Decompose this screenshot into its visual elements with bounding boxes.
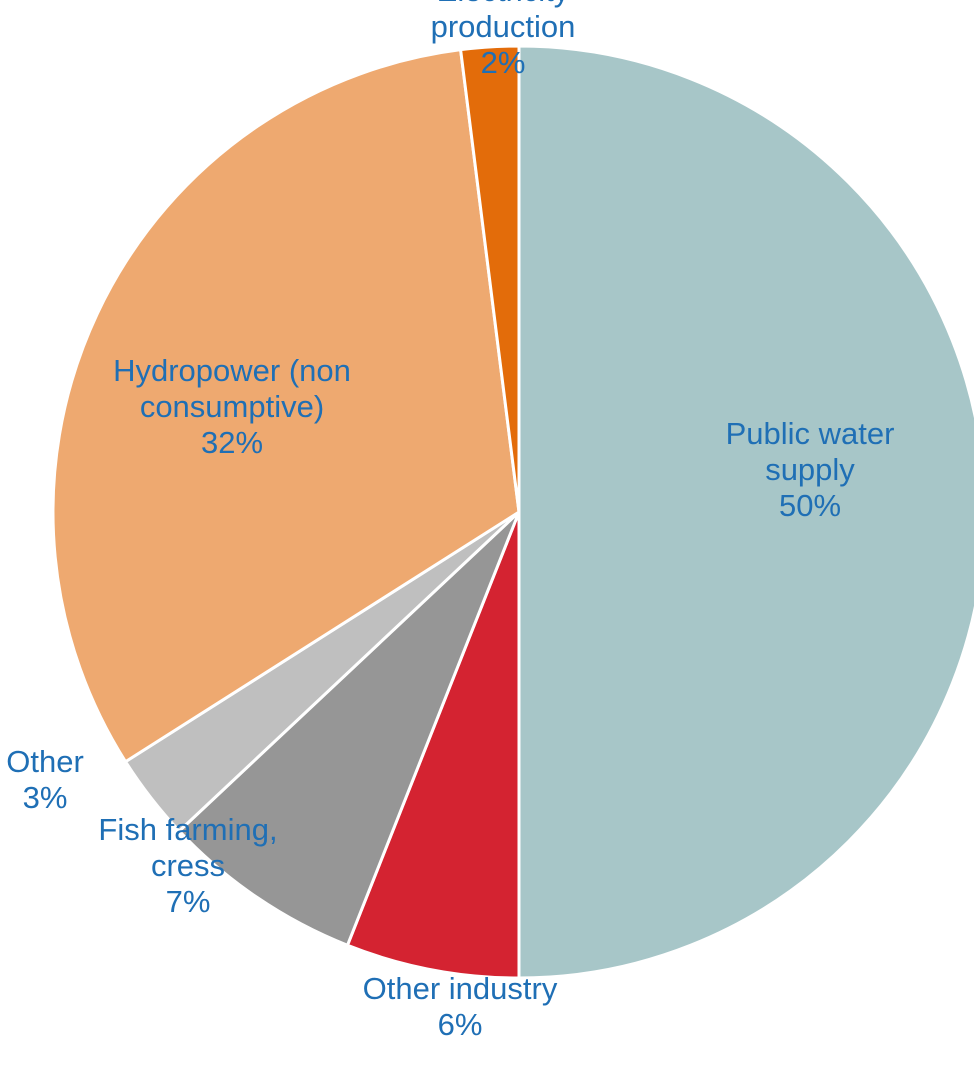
- slice-label-3: Other 3%: [6, 744, 84, 815]
- slice-name-label: Other industry: [363, 971, 558, 1006]
- slice-name-label: cress: [151, 848, 225, 883]
- pie-slice-1: [345, 510, 521, 980]
- slice-pct-label: 2%: [481, 45, 526, 80]
- slice-label-1: Other industry 6%: [363, 971, 558, 1042]
- slice-name-label: Other: [6, 744, 84, 779]
- slice-label-4: Hydropower (non consumptive) 32%: [113, 353, 351, 460]
- slice-pct-label: 7%: [166, 884, 211, 919]
- pie-slices: [51, 44, 974, 980]
- slice-name-label: Fish farming,: [98, 812, 277, 847]
- slice-label-0: Public water supply 50%: [726, 416, 895, 523]
- slice-label-2: Fish farming, cress 7%: [98, 812, 277, 919]
- slice-name-label: production: [431, 9, 576, 44]
- slice-pct-label: 50%: [779, 488, 841, 523]
- pie-slice-5: [459, 44, 521, 514]
- slice-pct-label: 3%: [23, 780, 68, 815]
- slice-name-label: Public water: [726, 416, 895, 451]
- pie-slice-0: [517, 44, 974, 980]
- slice-pct-label: 32%: [201, 425, 263, 460]
- slice-name-label: supply: [765, 452, 855, 487]
- slice-name-label: Electricity: [437, 0, 570, 8]
- pie-slice-2: [177, 510, 521, 947]
- slice-name-label: Hydropower (non: [113, 353, 351, 388]
- slice-label-5: Electricityproduction2%: [431, 0, 576, 80]
- slice-name-label: consumptive): [140, 389, 324, 424]
- slice-pct-label: 6%: [438, 1007, 483, 1042]
- pie-labels: Public water supply 50% Other industry 6% Fis…: [6, 0, 894, 1042]
- pie-slice-4: [51, 48, 521, 764]
